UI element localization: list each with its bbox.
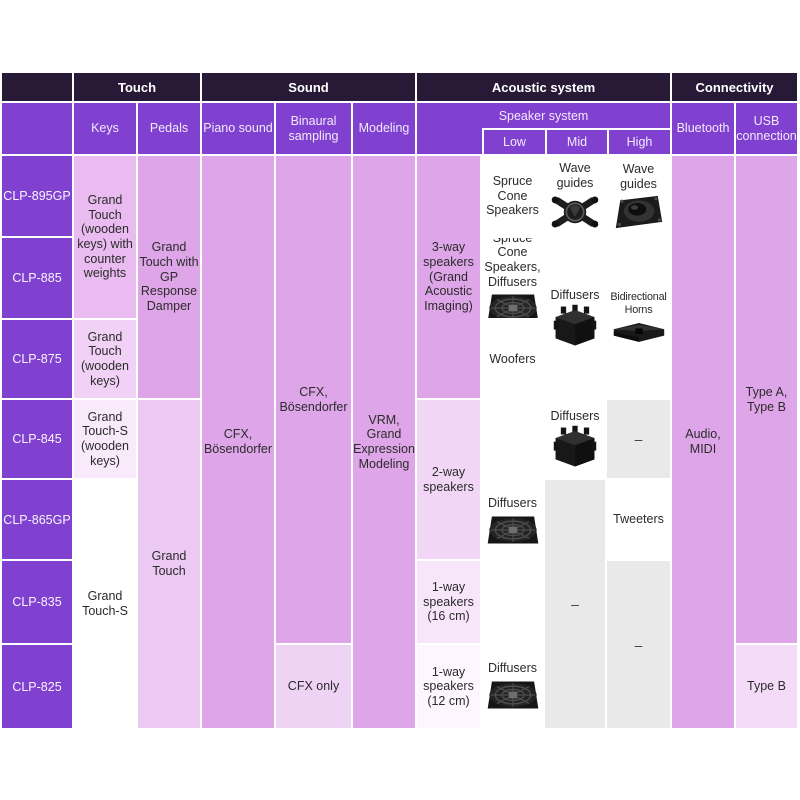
column-header-piano-sound: Piano sound xyxy=(202,103,274,154)
cell-mid-diffusers-845: Diffusers xyxy=(545,400,605,478)
cell-high-bidirectional-horns: Bidirectional Horns xyxy=(607,238,670,398)
cell-mid-none: – xyxy=(545,480,605,728)
dome-wave-guide-image xyxy=(614,194,664,230)
column-header-low: Low xyxy=(482,128,545,154)
cell-keys-grand-touch-s: Grand Touch-S xyxy=(74,480,136,728)
cube-diffuser-image xyxy=(552,425,598,469)
cell-modeling-vrm: VRM, Grand Expression Modeling xyxy=(353,156,415,728)
model-column-header-cell xyxy=(2,103,72,154)
cell-speakers-1-way-12cm: 1-way speakers (12 cm) xyxy=(417,645,480,728)
round-diffuser-speaker-image xyxy=(486,291,540,318)
clp-comparison-table: Touch Sound Acoustic system Connectivity… xyxy=(2,73,797,728)
cell-label: Bidirectional Horns xyxy=(610,291,667,316)
group-header-touch: Touch xyxy=(74,73,200,101)
cell-bluetooth-audio-midi: Audio, MIDI xyxy=(672,156,734,728)
speaker-system-header-block: Speaker system Low Mid High xyxy=(417,103,670,154)
column-header-modeling: Modeling xyxy=(353,103,415,154)
cross-wave-guide-image xyxy=(550,193,600,231)
model-clp-835: CLP-835 xyxy=(2,561,72,643)
cell-low-spruce-cone-speakers: Spruce Cone Speakers xyxy=(482,156,543,236)
cell-label: Wave guides xyxy=(556,161,594,190)
column-header-bluetooth: Bluetooth xyxy=(672,103,734,154)
cell-label: Diffusers xyxy=(550,287,600,302)
cell-high-wave-guides: Wave guides xyxy=(607,156,670,236)
round-diffuser-speaker-image xyxy=(486,678,540,712)
cell-keys-grand-touch-wooden: Grand Touch (wooden keys) xyxy=(74,320,136,398)
group-header-acoustic-system: Acoustic system xyxy=(417,73,670,101)
group-header-sound: Sound xyxy=(202,73,415,101)
cell-keys-grand-touch-s-wooden: Grand Touch-S (wooden keys) xyxy=(74,400,136,478)
column-header-keys: Keys xyxy=(74,103,136,154)
column-header-pedals: Pedals xyxy=(138,103,200,154)
cell-usb-type-a-b: Type A, Type B xyxy=(736,156,797,643)
cube-diffuser-image xyxy=(552,304,598,348)
bidirectional-horn-image xyxy=(612,319,666,345)
cell-pedals-gp-response-damper: Grand Touch with GP Response Damper xyxy=(138,156,200,398)
cell-piano-sound-cfx-bosendorfer: CFX, Bösendorfer xyxy=(202,156,274,728)
cell-low-diffusers-12cm: Diffusers xyxy=(482,645,543,728)
cell-label: Spruce Cone Speakers, Diffusers xyxy=(484,238,541,289)
model-clp-895gp: CLP-895GP xyxy=(2,156,72,236)
cell-label: Diffusers xyxy=(487,496,538,511)
cell-mid-wave-guides: Wave guides xyxy=(545,156,605,236)
group-header-connectivity: Connectivity xyxy=(672,73,797,101)
cell-low-spruce-cone-diffusers: Spruce Cone Speakers, Diffusers xyxy=(482,238,543,318)
cell-usb-type-b: Type B xyxy=(736,645,797,728)
model-clp-885: CLP-885 xyxy=(2,238,72,318)
column-header-speaker-system: Speaker system xyxy=(498,108,589,123)
column-header-high: High xyxy=(607,128,670,154)
cell-label: Wave guides xyxy=(620,162,657,191)
cell-keys-grand-touch-counter-weights: Grand Touch (wooden keys) with counter w… xyxy=(74,156,136,318)
cell-binaural-cfx-only: CFX only xyxy=(276,645,351,728)
cell-speakers-1-way-16cm: 1-way speakers (16 cm) xyxy=(417,561,480,643)
cell-speakers-3-way: 3-way speakers (Grand Acoustic Imaging) xyxy=(417,156,480,398)
round-diffuser-speaker-image xyxy=(486,513,540,547)
cell-label: Diffusers xyxy=(550,408,600,423)
cell-label: Diffusers xyxy=(487,661,538,676)
column-header-mid: Mid xyxy=(545,128,607,154)
cell-low-woofers: Woofers xyxy=(482,320,543,398)
model-clp-845: CLP-845 xyxy=(2,400,72,478)
cell-high-none-835-825: – xyxy=(607,561,670,728)
cell-pedals-grand-touch: Grand Touch xyxy=(138,400,200,728)
cell-high-tweeters: Tweeters xyxy=(607,480,670,559)
model-clp-865gp: CLP-865GP xyxy=(2,480,72,559)
model-clp-825: CLP-825 xyxy=(2,645,72,728)
cell-low-diffusers: Diffusers xyxy=(482,400,543,643)
column-header-usb-connection: USB connection xyxy=(736,103,797,154)
cell-mid-diffusers: Diffusers xyxy=(545,238,605,398)
cell-speakers-2-way: 2-way speakers xyxy=(417,400,480,559)
column-header-binaural-sampling: Binaural sampling xyxy=(276,103,351,154)
corner-header-cell xyxy=(2,73,72,101)
cell-binaural-cfx-bosendorfer: CFX, Bösendorfer xyxy=(276,156,351,643)
cell-high-none-845: – xyxy=(607,400,670,478)
model-clp-875: CLP-875 xyxy=(2,320,72,398)
